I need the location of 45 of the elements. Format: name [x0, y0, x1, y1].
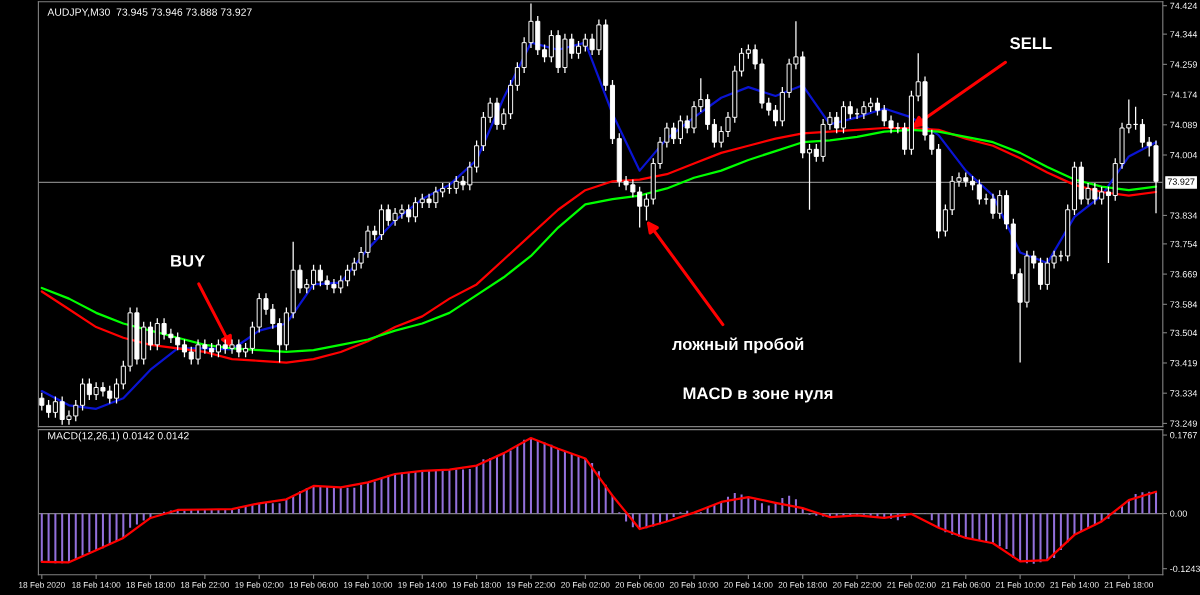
y-tick-label: 74.004: [1170, 151, 1198, 159]
y-tick-label: 74.424: [1170, 2, 1198, 9]
y-tick-label: -0.1243: [1170, 565, 1200, 573]
chart-title: MACD(12,26,1) 0.0142 0.0142: [48, 431, 189, 442]
y-tick-label: 0.1767: [1170, 432, 1197, 439]
y-tick-label: 74.344: [1170, 31, 1198, 38]
annotation: MACD в зоне нуля: [683, 387, 833, 403]
x-tick-label: 20 Feb 14:00: [724, 581, 773, 588]
x-tick-label: 20 Feb 10:00: [669, 581, 719, 588]
x-tick-label: 20 Feb 02:00: [561, 581, 610, 588]
y-tick-label: 73.834: [1170, 212, 1198, 219]
annotation: BUY: [171, 255, 205, 267]
x-tick-label: 20 Feb 18:00: [778, 581, 827, 588]
x-tick-label: 20 Feb 06:00: [615, 581, 664, 588]
x-tick-label: 21 Feb 18:00: [1104, 581, 1154, 588]
x-tick-label: 18 Feb 18:00: [126, 581, 175, 588]
y-tick-label: 73.504: [1170, 329, 1198, 337]
y-tick-label: 74.259: [1170, 61, 1197, 68]
y-tick-label: 73.584: [1170, 301, 1198, 308]
y-tick-label: 74.089: [1170, 121, 1197, 129]
ref-line-label: 73.927: [1167, 178, 1195, 185]
annotation: SELL: [1010, 37, 1052, 50]
x-tick-label: 18 Feb 22:00: [180, 581, 230, 588]
x-tick-label: 21 Feb 02:00: [887, 581, 936, 588]
x-tick-label: 18 Feb 2020: [19, 581, 65, 588]
x-tick-label: 21 Feb 14:00: [1050, 581, 1099, 588]
y-tick-label: 73.249: [1170, 420, 1197, 427]
text: AUDJPY,M30 73.945 73.946 73.888 73.927: [47, 8, 252, 18]
x-tick-label: 19 Feb 02:00: [235, 581, 284, 588]
annotation: ложный пробой: [672, 337, 804, 354]
y-tick-label: 73.669: [1170, 271, 1197, 278]
y-tick-label: 74.174: [1170, 91, 1198, 98]
x-tick-label: 19 Feb 18:00: [452, 581, 501, 588]
x-tick-label: 20 Feb 22:00: [832, 581, 882, 588]
x-tick-label: 21 Feb 06:00: [941, 581, 991, 588]
y-tick-label: 73.754: [1170, 240, 1198, 248]
y-tick-label: 73.419: [1170, 359, 1197, 367]
x-tick-label: 19 Feb 06:00: [289, 581, 338, 588]
y-tick-label: 0.00: [1170, 510, 1187, 517]
x-tick-label: 19 Feb 14:00: [398, 581, 447, 588]
x-tick-label: 19 Feb 10:00: [343, 581, 393, 588]
x-tick-label: 19 Feb 22:00: [507, 581, 556, 588]
x-tick-label: 18 Feb 14:00: [72, 581, 121, 588]
x-tick-label: 21 Feb 10:00: [995, 581, 1045, 588]
y-tick-label: 73.334: [1170, 390, 1198, 397]
